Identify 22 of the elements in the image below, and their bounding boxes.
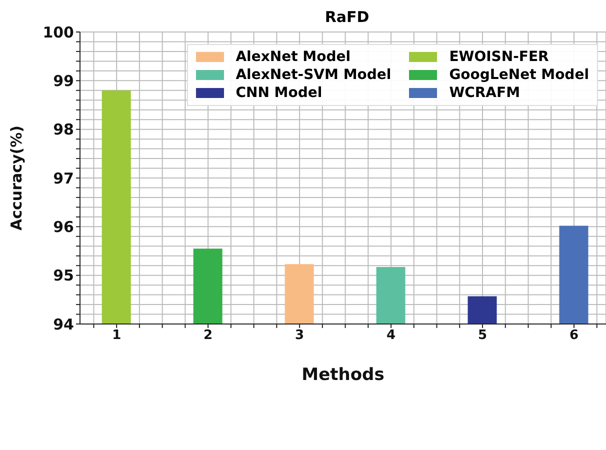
y-tick-label: 100 <box>42 23 74 42</box>
y-tick-label: 96 <box>53 218 74 236</box>
legend-label: EWOISN-FER <box>449 49 549 65</box>
legend-label: AlexNet-SVM Model <box>236 67 392 83</box>
y-tick-label: 98 <box>53 120 74 139</box>
x-tick-label: 1 <box>112 328 122 344</box>
legend-label: AlexNet Model <box>236 49 351 65</box>
y-tick-label: 99 <box>53 72 74 90</box>
x-tick-label: 3 <box>295 328 304 344</box>
x-tick-label: 4 <box>386 328 396 344</box>
x-axis-title: Methods <box>302 365 384 385</box>
x-tick-label: 6 <box>569 328 579 344</box>
y-axis-title: Accuracy(%) <box>7 126 26 230</box>
legend-label: GoogLeNet Model <box>449 67 589 83</box>
legend-label: CNN Model <box>236 85 322 101</box>
y-tick-label: 94 <box>53 315 74 334</box>
legend-label: WCRAFM <box>449 85 520 101</box>
x-tick-label: 5 <box>478 328 488 344</box>
y-tick-label: 95 <box>53 266 74 285</box>
chart-title: RaFD <box>324 8 370 26</box>
x-tick-label: 2 <box>204 328 213 344</box>
y-tick-label: 97 <box>53 169 74 188</box>
